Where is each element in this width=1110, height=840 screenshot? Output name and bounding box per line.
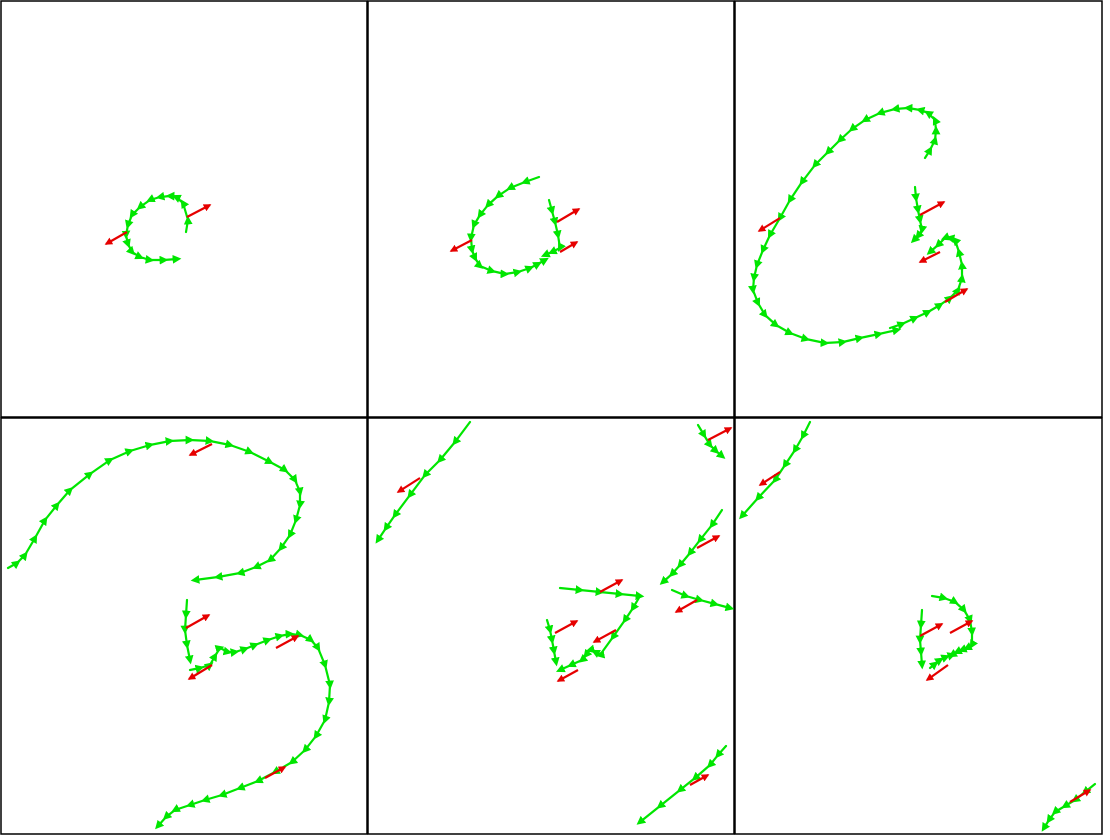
arrow [559,241,579,253]
stroke [121,191,193,265]
strokes [6,103,1097,832]
arrow [925,664,949,681]
arrow [707,427,733,441]
stroke [555,594,642,673]
stroke [155,629,334,830]
stroke [375,420,472,544]
arrow [396,477,421,493]
arrow [188,443,213,456]
arrow [187,664,213,680]
arrow [696,535,721,549]
panel [734,417,1103,835]
arrow [1069,789,1092,803]
stroke [670,588,735,612]
panel [0,417,368,835]
stroke [915,608,927,670]
arrow [185,614,211,629]
stroke [888,232,967,330]
arrow [757,217,781,232]
arrow [689,774,710,786]
arrow [264,766,287,779]
arrow [449,239,473,252]
stroke [636,744,728,825]
arrow [949,620,974,634]
arrow [186,204,212,218]
arrow [944,288,969,303]
arrow [554,620,579,634]
stroke [466,175,549,279]
stroke [659,508,724,585]
arrow [919,623,944,637]
arrow [919,201,946,216]
stroke [544,618,560,667]
arrow [275,635,300,649]
arrow [104,231,128,245]
stroke [696,423,726,459]
stroke [910,185,928,244]
stroke [748,103,941,348]
arrow [599,579,624,593]
stroke [930,592,978,658]
stroke [739,420,812,520]
stroke [540,198,566,258]
arrow [758,471,781,486]
arrow [918,251,941,263]
arrow [592,629,617,643]
arrow [556,208,581,223]
panel [367,417,735,835]
arrow [674,599,698,613]
arrow [556,669,579,682]
stroke [6,435,305,584]
stroke [928,652,957,671]
arrows [104,201,1092,803]
